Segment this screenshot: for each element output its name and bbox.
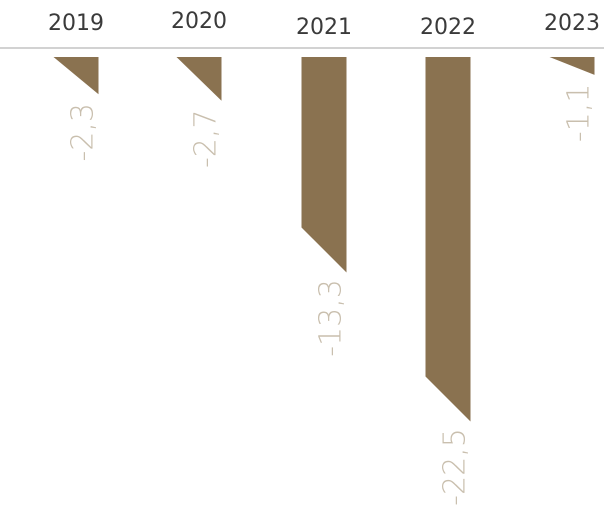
value-label-2019: -2,3 [66, 103, 101, 162]
category-label-2022: 2022 [420, 15, 476, 40]
value-label-2020: -2,7 [189, 109, 224, 168]
bar-2022 [425, 57, 471, 422]
category-label-2019: 2019 [48, 11, 104, 36]
value-label-2023: -1,1 [562, 84, 597, 143]
bars [53, 57, 595, 422]
value-label-2022: -22,5 [438, 428, 473, 506]
category-label-2020: 2020 [171, 9, 227, 34]
bar-2021 [301, 57, 347, 273]
category-labels: 2019 2020 2021 2022 2023 [48, 9, 600, 40]
bar-2020 [176, 57, 222, 101]
value-labels: -2,3 -2,7 -13,3 -22,5 -1,1 [66, 84, 597, 506]
value-label-2021: -13,3 [314, 279, 349, 357]
bar-2023 [549, 57, 595, 75]
category-label-2021: 2021 [296, 15, 352, 40]
category-label-2023: 2023 [544, 11, 600, 36]
bar-2019 [53, 57, 99, 95]
